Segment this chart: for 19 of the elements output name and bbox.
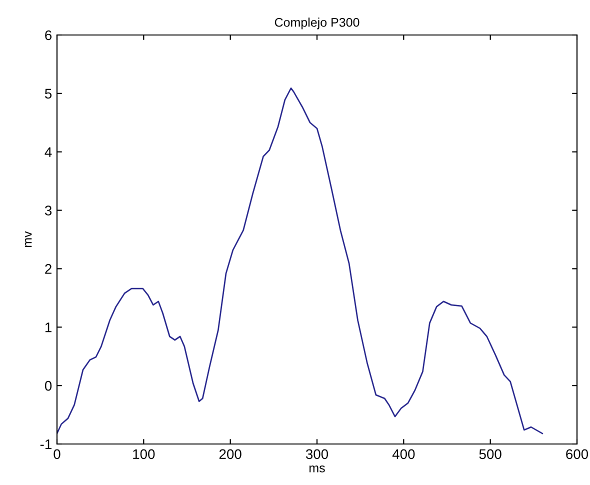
- x-tick-label: 500: [479, 449, 502, 460]
- x-tick-label: 400: [392, 449, 415, 460]
- x-axis-title: ms: [310, 466, 325, 472]
- y-tick-label: 2: [45, 264, 52, 274]
- y-tick-label: 5: [44, 88, 52, 99]
- y-tick-label: 4: [44, 147, 52, 157]
- y-tick-label: 3: [44, 206, 52, 216]
- x-tick-label: 300: [306, 449, 328, 460]
- y-tick-label: 6: [45, 30, 52, 40]
- x-tick-label: 600: [566, 449, 588, 460]
- x-tick-label: 0: [54, 449, 60, 460]
- y-tick-label: 0: [44, 380, 52, 391]
- chart-title: Complejo P300: [274, 18, 360, 30]
- x-tick-label: 200: [219, 449, 242, 460]
- line-series: [57, 87, 544, 434]
- y-tick-label: -1: [40, 439, 52, 450]
- x-tick-label: 100: [133, 449, 155, 460]
- y-tick-label: 1: [45, 322, 52, 332]
- y-axis-title: mv: [24, 231, 32, 247]
